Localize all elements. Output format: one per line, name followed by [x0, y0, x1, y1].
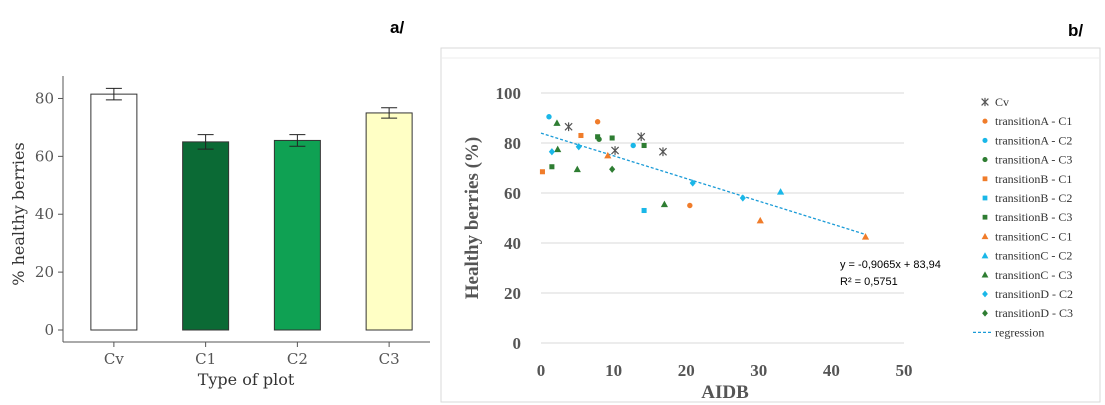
point-cv-0	[564, 122, 573, 132]
point-transitionc-c1-1	[756, 216, 764, 224]
legend-label-9: transitionC - C3	[995, 268, 1072, 282]
panel-a-x-tick-label: C2	[287, 350, 308, 368]
point-transitiond-c2-0	[575, 143, 582, 151]
point-transitionb-c3-0	[549, 164, 555, 170]
bar-C1	[182, 141, 230, 331]
regression-equation: y = -0,9065x + 83,94	[840, 259, 941, 271]
point-transitiond-c2-3	[548, 148, 555, 156]
point-transitionb-c3-2	[609, 135, 615, 141]
panel-a-y-tick-label: 40	[35, 205, 54, 223]
legend-label-4: transitionB - C1	[995, 172, 1072, 186]
legend-marker-11	[982, 309, 988, 317]
legend-label-6: transitionB - C3	[995, 210, 1072, 224]
panel-b-y-tick-label: 20	[504, 284, 521, 303]
legend-marker-1	[982, 118, 988, 124]
panel-b-y-tick-label: 60	[504, 184, 521, 203]
point-transitionc-c1-2	[861, 233, 870, 240]
panel-b-chart-area-border	[440, 47, 1101, 403]
panel-b-label: b/	[1068, 21, 1083, 40]
point-transitionb-c3-3	[641, 142, 647, 149]
legend-marker-7	[981, 233, 989, 240]
bar-C3	[365, 112, 413, 331]
panel-a-label: a/	[390, 18, 404, 37]
point-transitiona-c2-0	[546, 114, 552, 120]
point-transitiona-c1-0	[594, 119, 601, 125]
panel-b-y-tick-label: 0	[513, 334, 522, 353]
panel-a-y-axis-title: % healthy berries	[9, 142, 28, 285]
panel-b-x-tick-label: 50	[896, 361, 913, 380]
panel-a-x-axis-title: Type of plot	[198, 370, 295, 389]
point-transitionb-c2-0	[641, 207, 647, 214]
legend-marker-10	[982, 290, 988, 298]
point-transitiond-c3-0	[609, 165, 616, 173]
legend-marker-8	[981, 252, 989, 259]
panel-b-x-tick-label: 20	[678, 361, 695, 380]
legend-label-11: transitionD - C3	[995, 306, 1073, 320]
legend-label-regression: regression	[995, 325, 1044, 339]
legend-marker-4	[982, 176, 988, 182]
point-transitionc-c2-0	[776, 188, 785, 195]
legend-label-1: transitionA - C1	[995, 114, 1072, 128]
regression-r-squared: R² = 0,5751	[840, 276, 898, 288]
panel-a-x-tick-label: C1	[195, 350, 216, 368]
panel-b-x-axis-title: AIDB	[701, 382, 749, 403]
legend-label-10: transitionD - C2	[995, 287, 1073, 301]
legend-marker-2	[982, 137, 988, 143]
panel-b-x-tick-label: 10	[605, 361, 622, 380]
panel-a-x-tick-label: C3	[379, 350, 400, 368]
point-transitiona-c1-1	[687, 202, 693, 209]
legend-label-8: transitionC - C2	[995, 249, 1072, 263]
panel-a-y-tick-label: 60	[35, 147, 54, 165]
panel-b-scatter-chart: b/ 0 20 40 60 80 100 0 10 20 30 40 50 Healthy berr…	[440, 21, 1101, 403]
point-transitionc-c1-0	[604, 151, 612, 159]
point-transitiond-c2-1	[689, 179, 696, 187]
panel-a-y-tick-label: 20	[35, 263, 54, 281]
bar-Cv	[90, 93, 138, 331]
legend-marker-5	[982, 195, 988, 201]
panel-b-y-axis-title: Healthy berries (%)	[462, 137, 483, 300]
panel-b-y-tick-label: 40	[504, 234, 521, 253]
panel-b-y-tick-label: 80	[504, 134, 521, 153]
point-transitiona-c2-1	[630, 142, 636, 149]
point-cv-3	[658, 147, 667, 157]
legend-label-5: transitionB - C2	[995, 191, 1072, 205]
point-transitionc-c3-3	[554, 145, 562, 153]
panel-a-y-tick-label: 80	[35, 89, 54, 107]
regression-line	[540, 132, 866, 236]
legend-label-0: Cv	[995, 95, 1009, 109]
legend-label-2: transitionA - C2	[995, 133, 1072, 147]
point-transitionc-c3-1	[573, 165, 581, 173]
point-transitionc-c3-2	[660, 200, 669, 208]
point-cv-2	[637, 132, 646, 142]
point-transitionc-c3-0	[553, 119, 561, 126]
panel-b-x-tick-label: 0	[537, 361, 546, 380]
panel-b-y-tick-label: 100	[496, 84, 522, 103]
legend-marker-6	[982, 214, 988, 220]
legend-marker-3	[982, 157, 988, 163]
panel-a-x-tick-label: Cv	[104, 350, 124, 368]
legend-label-7: transitionC - C1	[995, 229, 1072, 243]
point-transitionb-c1-0	[539, 169, 545, 175]
point-cv-1	[611, 146, 620, 155]
panel-b-legend: Cv transitionA - C1 transitionA - C2 transi…	[973, 95, 1073, 339]
point-transitionb-c3-1	[595, 134, 601, 140]
point-transitionb-c1-1	[578, 132, 584, 139]
panel-b-x-tick-label: 30	[750, 361, 767, 380]
legend-marker-9	[981, 271, 989, 278]
point-transitiond-c2-2	[739, 194, 746, 202]
panel-a-y-tick-label: 0	[44, 321, 54, 339]
bar-C2	[273, 139, 321, 331]
legend-marker-0	[981, 97, 989, 107]
legend-label-3: transitionA - C3	[995, 153, 1072, 167]
panel-b-x-tick-label: 40	[823, 361, 840, 380]
